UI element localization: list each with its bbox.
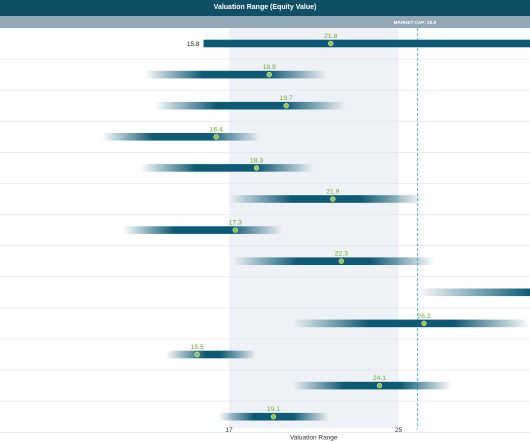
range-bar bbox=[233, 257, 435, 265]
chart-title-bar: Valuation Range (Equity Value) bbox=[0, 0, 530, 16]
x-tick-label: 17 bbox=[225, 427, 233, 434]
range-bar bbox=[139, 164, 314, 172]
point-value-label: 26.2 bbox=[417, 313, 430, 320]
point-marker bbox=[421, 320, 427, 327]
point-value-label: 16.4 bbox=[210, 126, 223, 133]
point-marker bbox=[376, 382, 383, 389]
x-axis-title: Valuation Range bbox=[290, 435, 338, 442]
range-bar bbox=[292, 319, 530, 328]
range-bar bbox=[101, 133, 261, 141]
range-bar bbox=[203, 39, 530, 48]
point-value-label: 19.7 bbox=[280, 95, 293, 102]
point-value-label: 24.1 bbox=[373, 375, 386, 382]
point-value-label: 22.3 bbox=[335, 251, 348, 258]
point-marker bbox=[232, 227, 238, 233]
range-bar bbox=[415, 288, 530, 297]
point-marker bbox=[253, 165, 260, 171]
point-marker bbox=[330, 196, 336, 202]
point-value-label: 15.5 bbox=[191, 344, 204, 351]
range-bar bbox=[292, 381, 452, 390]
range-bar bbox=[228, 195, 424, 203]
point-marker bbox=[266, 71, 272, 78]
point-marker bbox=[270, 414, 277, 420]
range-bar bbox=[122, 226, 282, 234]
range-bar bbox=[154, 101, 346, 110]
point-value-label: 18.3 bbox=[250, 157, 263, 164]
point-marker bbox=[194, 351, 200, 358]
point-marker bbox=[338, 258, 344, 264]
point-value-label: 21.8 bbox=[324, 33, 337, 40]
point-value-label: 21.9 bbox=[326, 189, 339, 196]
market-cap-label: MARKET CAP: 25.9 bbox=[394, 20, 437, 25]
chart-title: Valuation Range (Equity Value) bbox=[213, 4, 317, 11]
point-value-label: 17.3 bbox=[229, 220, 242, 227]
x-tick-label: 25 bbox=[395, 427, 403, 434]
point-value-label: 18.9 bbox=[263, 64, 276, 71]
range-bar bbox=[144, 70, 327, 79]
point-marker bbox=[283, 103, 289, 109]
point-marker bbox=[213, 134, 219, 140]
chart-subheader-bar bbox=[0, 16, 530, 28]
point-value-label: 19.1 bbox=[267, 406, 280, 413]
point-marker bbox=[328, 40, 334, 47]
min-value-label: 15.8 bbox=[187, 41, 200, 48]
range-bar bbox=[165, 350, 255, 359]
